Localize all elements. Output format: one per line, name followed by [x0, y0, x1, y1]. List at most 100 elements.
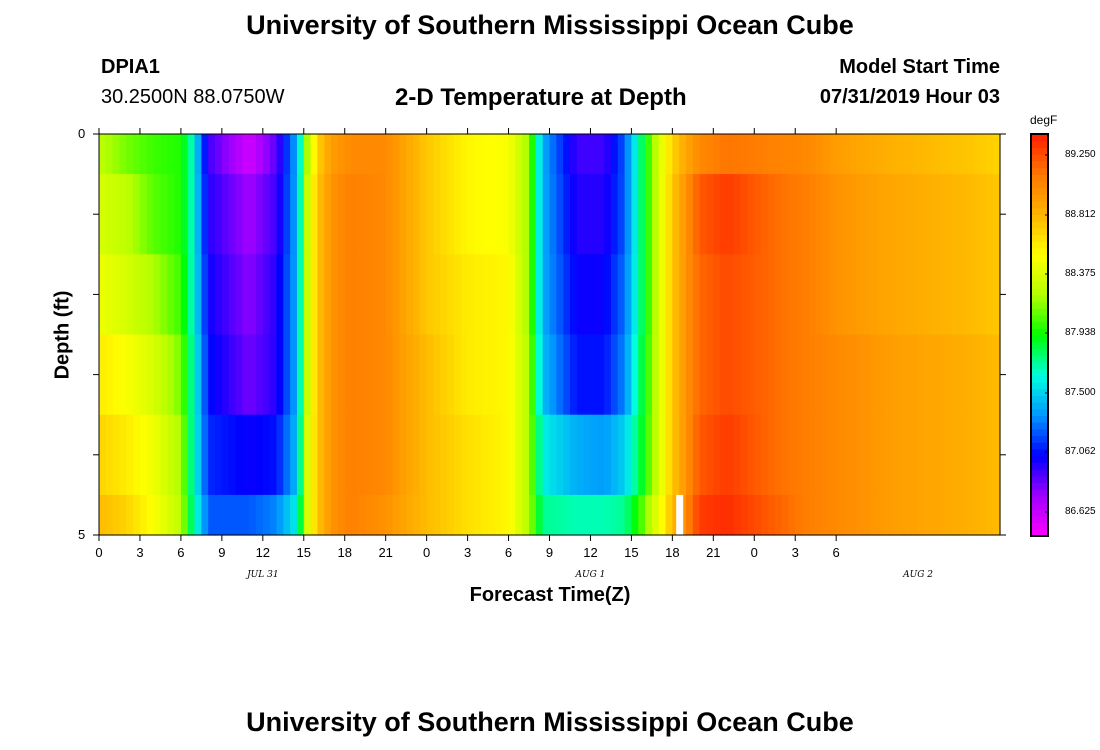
heatmap-cell [979, 414, 987, 496]
x-axis-label: Forecast Time(Z) [469, 584, 631, 606]
colorbar-segment [1031, 522, 1048, 530]
heatmap-cell [720, 174, 728, 255]
colorbar-segment [1031, 415, 1048, 423]
heatmap-cell [194, 334, 202, 416]
heatmap-cell [419, 334, 428, 416]
heatmap-cell [399, 334, 407, 416]
heatmap-cell [686, 174, 694, 255]
heatmap-cell [126, 174, 134, 255]
heatmap-cell [426, 494, 435, 536]
heatmap-cell [699, 334, 708, 416]
heatmap-cell [126, 254, 134, 336]
heatmap-cell [488, 254, 496, 336]
heatmap-cell [795, 134, 803, 175]
heatmap-cell [849, 494, 858, 536]
heatmap-cell [378, 134, 387, 175]
colorbar-segment [1031, 462, 1048, 470]
colorbar-segment [1031, 502, 1048, 510]
heatmap-cell [877, 174, 885, 255]
heatmap-cell [283, 134, 291, 175]
heatmap-cell [351, 414, 359, 496]
heatmap-cell [392, 414, 400, 496]
heatmap-cell [890, 134, 899, 175]
colorbar-segment [1031, 301, 1048, 309]
heatmap-cell [296, 334, 305, 416]
heatmap-cell [747, 254, 755, 336]
heatmap-cell [747, 134, 755, 175]
heatmap-cell [440, 254, 448, 336]
heatmap-cell [863, 414, 871, 496]
heatmap-cell [651, 494, 660, 536]
heatmap-cell [972, 334, 981, 416]
heatmap-cell [262, 334, 271, 416]
heatmap-cell [385, 414, 394, 496]
heatmap-cell [139, 254, 148, 336]
heatmap-cell [706, 494, 714, 536]
heatmap-cell [208, 174, 216, 255]
heatmap-cell [597, 174, 605, 255]
heatmap-cell [488, 134, 496, 175]
heatmap-cell [904, 414, 912, 496]
heatmap-cell [597, 254, 605, 336]
heatmap-cell [849, 414, 858, 496]
model-start-label: Model Start Time [839, 56, 1000, 78]
heatmap-cell [146, 334, 155, 416]
heatmap-cell [337, 134, 346, 175]
heatmap-cell [754, 334, 762, 416]
heatmap-cell [829, 254, 837, 336]
heatmap-cell [965, 134, 974, 175]
heatmap-cell [931, 494, 940, 536]
heatmap-cell [890, 494, 899, 536]
heatmap-cell [351, 254, 359, 336]
heatmap-cell [481, 334, 489, 416]
heatmap-cell [692, 494, 701, 536]
heatmap-cell [153, 334, 162, 416]
heatmap-cell [153, 134, 162, 175]
colorbar-segment [1031, 214, 1048, 222]
heatmap-cell [645, 494, 653, 536]
heatmap-cell [665, 174, 673, 255]
heatmap-cell [822, 134, 830, 175]
heatmap-cell [651, 254, 660, 336]
heatmap-cell [235, 414, 243, 496]
heatmap-cell [959, 334, 967, 416]
heatmap-cell [569, 334, 578, 416]
heatmap-cell [324, 334, 332, 416]
heatmap-cell [808, 414, 817, 496]
heatmap-cell [699, 134, 708, 175]
heatmap-cell [972, 414, 981, 496]
heatmap-cell [720, 254, 728, 336]
heatmap-cell [460, 414, 469, 496]
heatmap-cell [822, 174, 830, 255]
colorbar-label: 87.500 [1065, 387, 1096, 398]
heatmap-cell [679, 334, 687, 416]
heatmap-cell [945, 134, 953, 175]
heatmap-cell [952, 334, 960, 416]
heatmap-cell [747, 174, 755, 255]
heatmap-cell [863, 254, 871, 336]
heatmap-cell [290, 174, 298, 255]
heatmap-cell [945, 414, 953, 496]
heatmap-cell [221, 174, 230, 255]
heatmap-cell [754, 494, 762, 536]
heatmap-cell [904, 254, 912, 336]
heatmap-cell [344, 334, 353, 416]
heatmap-cell [406, 134, 414, 175]
heatmap-cell [883, 334, 892, 416]
heatmap-cell [699, 254, 708, 336]
heatmap-cell [569, 174, 578, 255]
heatmap-cell [699, 494, 708, 536]
heatmap-cell [972, 254, 981, 336]
heatmap-cell [720, 334, 728, 416]
x-tick-label: 0 [423, 545, 431, 560]
colorbar-segment [1031, 154, 1048, 162]
heatmap-cell [358, 494, 366, 536]
heatmap-cell [590, 334, 598, 416]
heatmap-cell [877, 254, 885, 336]
heatmap-cell [706, 174, 714, 255]
heatmap-cell [699, 174, 708, 255]
heatmap-cell [317, 254, 325, 336]
heatmap-cell [119, 334, 127, 416]
heatmap-cell [262, 254, 271, 336]
colorbar-segment [1031, 167, 1048, 175]
